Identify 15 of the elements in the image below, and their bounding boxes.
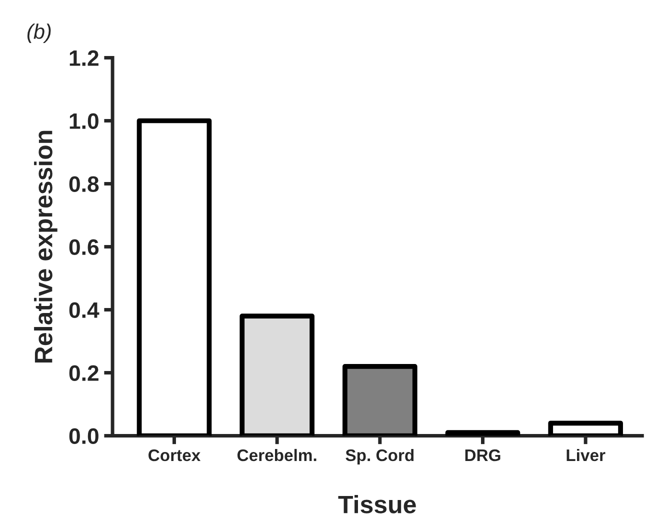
y-tick-label: 0.0 [69,428,98,444]
chart-title: (b) [27,24,51,44]
y-tick-label: 0.8 [69,176,99,192]
x-tick-label: Sp. Cord [346,448,414,464]
y-tick-label: 1.0 [70,113,98,130]
y-tick-label: 0.2 [69,365,98,382]
y-tick-label: 1.2 [70,50,98,66]
y-tick-label: 0.4 [69,302,100,318]
x-tick-label: Cortex [148,449,201,462]
y-axis-title: Relative expression [34,130,58,362]
y-tick-label: 0.6 [69,239,99,256]
x-tick-label: DRG [465,449,500,462]
x-tick-label: Liver [566,448,606,462]
x-axis-title: Tissue [338,495,416,514]
x-tick-label: Cerebelm. [237,448,316,462]
